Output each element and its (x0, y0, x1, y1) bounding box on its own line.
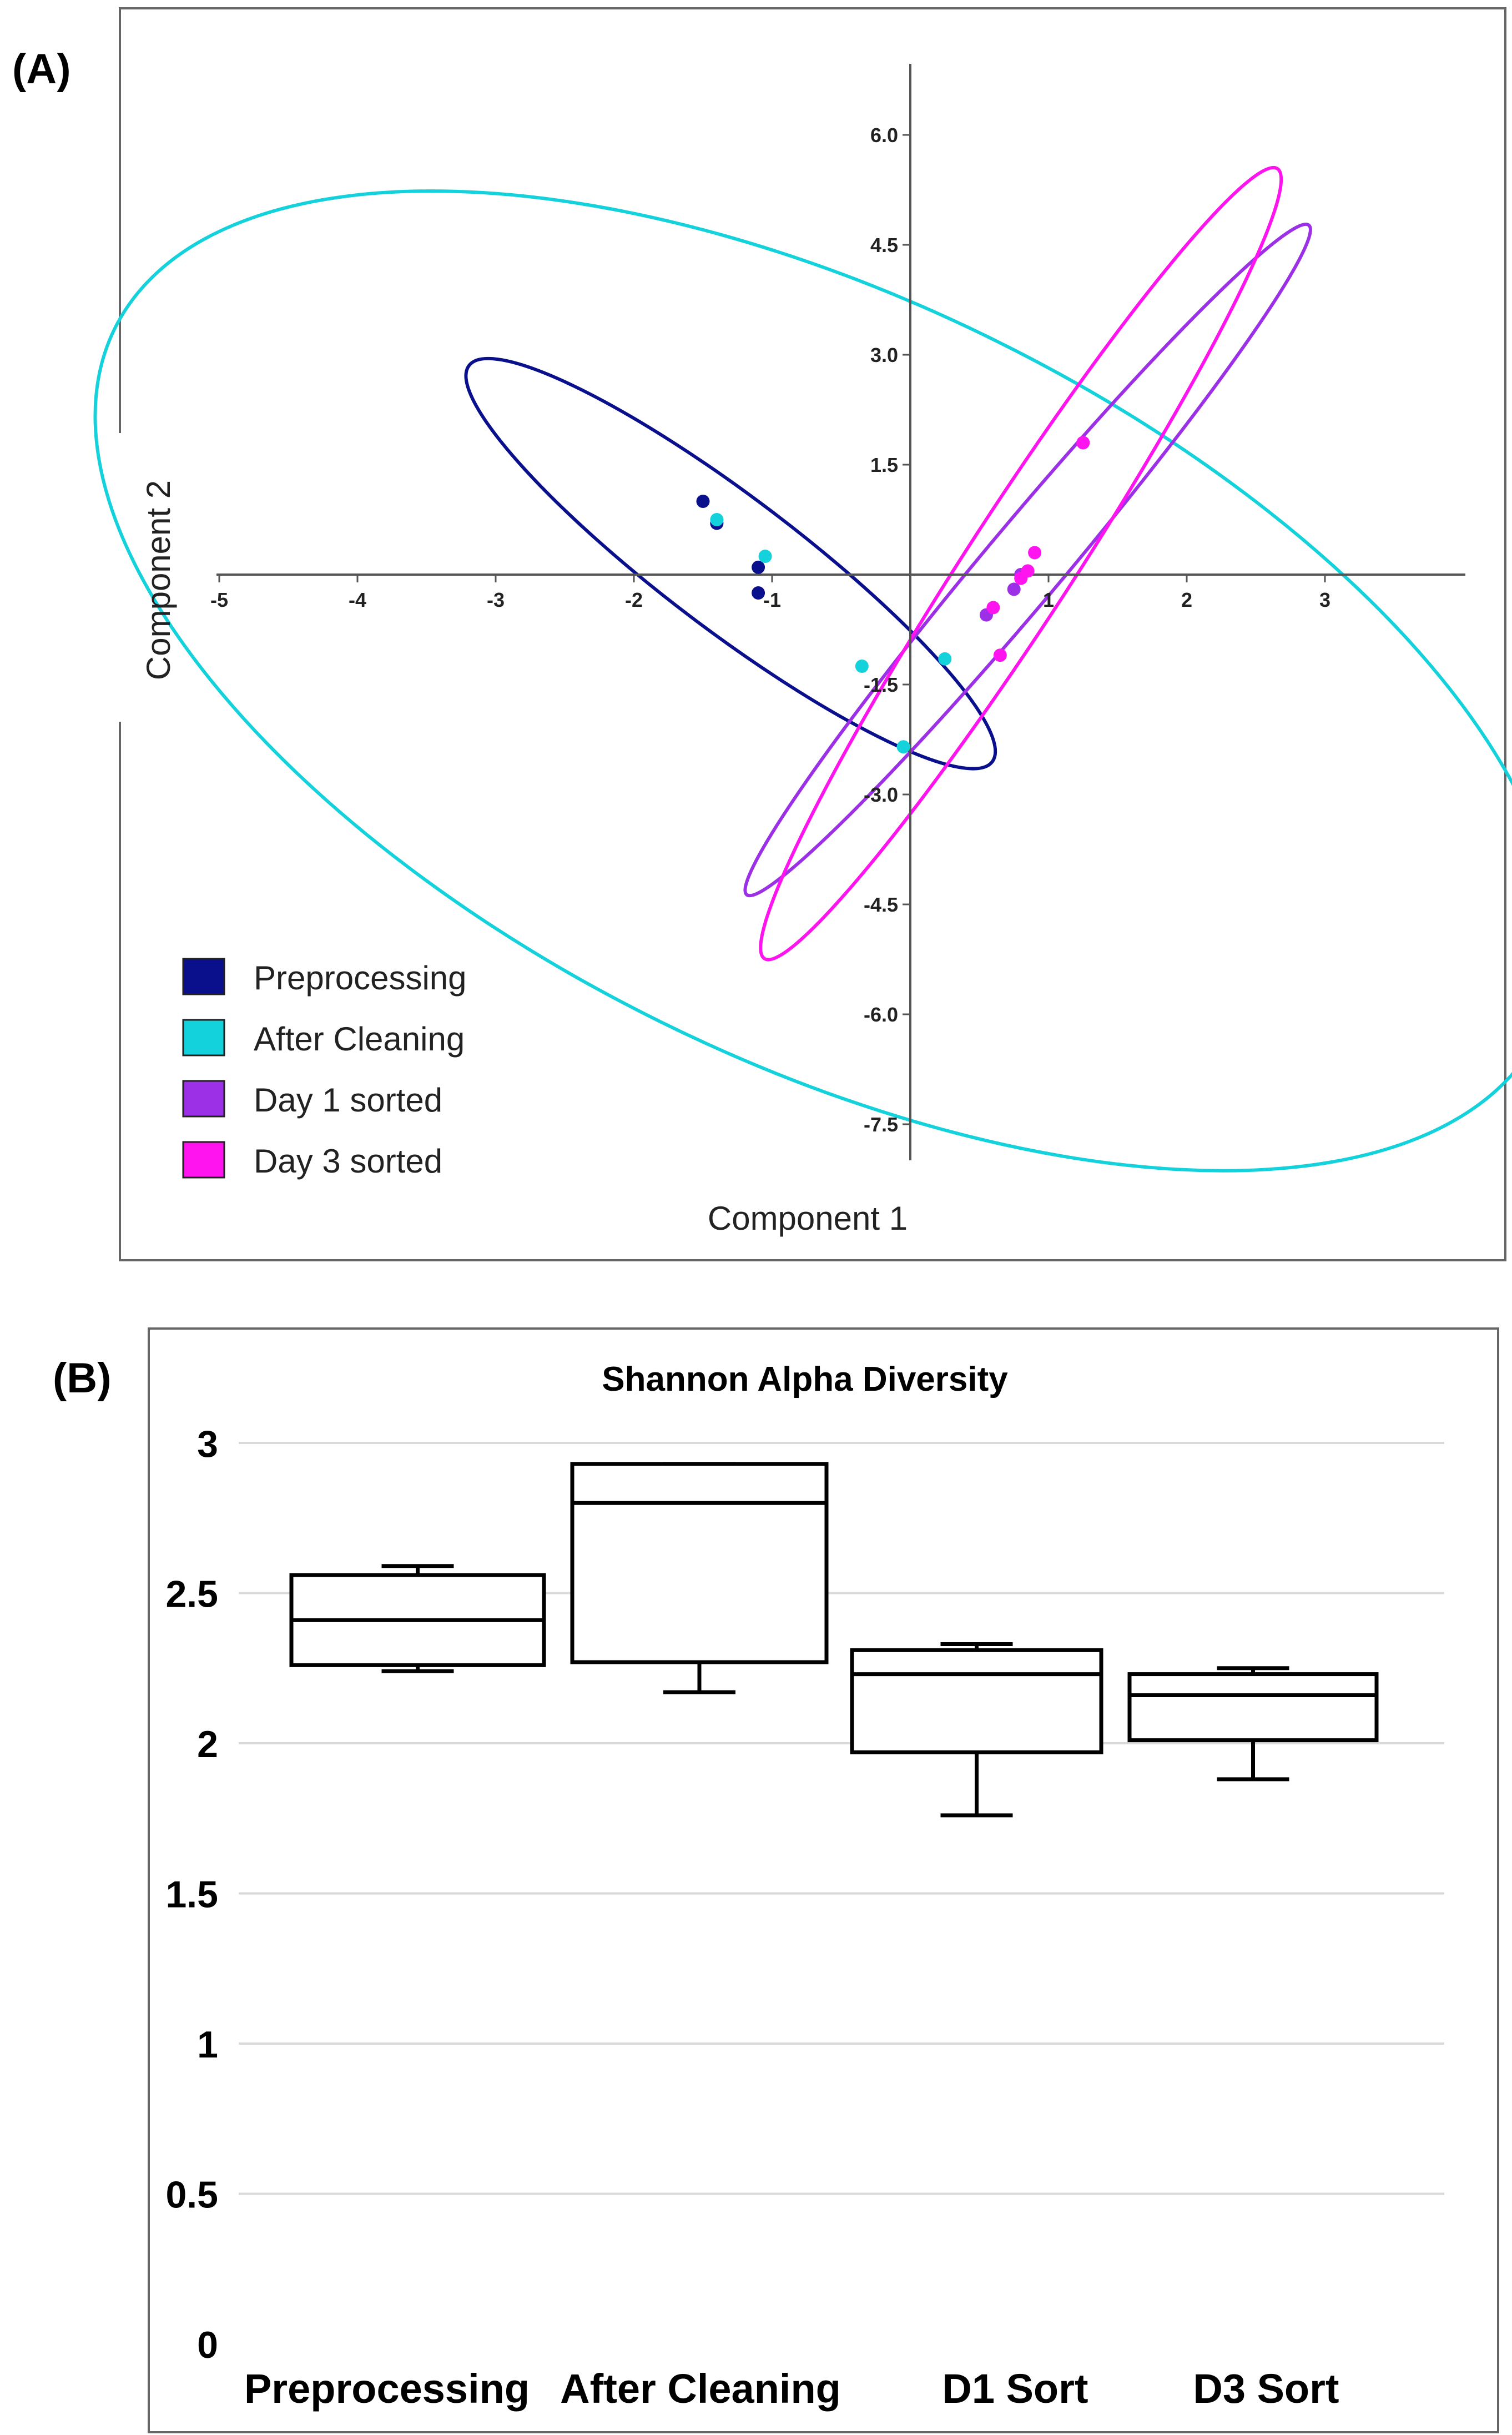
point-day-3-sorted-4 (1021, 564, 1035, 578)
point-after-cleaning-3 (855, 660, 869, 673)
box-y-tick-1: 1 (197, 2024, 218, 2066)
box-body-after-cleaning (570, 1462, 829, 1664)
panel-a-frame (119, 7, 1506, 1261)
box-y-tick-0: 0 (197, 2324, 218, 2366)
point-preprocessing-1 (696, 495, 710, 508)
ellipse-preprocessing (464, 356, 997, 771)
legend-label-day-1-sorted: Day 1 sorted (254, 1081, 442, 1119)
box-x-tick-preprocessing: Preprocessing (244, 2366, 530, 2412)
legend-label-preprocessing: Preprocessing (254, 959, 467, 997)
box-gridlines (239, 1442, 1444, 2195)
box-preprocessing (289, 1564, 546, 1673)
y-tick-label-4-5: -4.5 (864, 893, 898, 916)
y-tick-label-1-5: -1.5 (864, 673, 898, 696)
x-tick-label-1: 1 (1043, 588, 1054, 611)
box-d3-sort (1127, 1666, 1379, 1782)
legend-item-after-cleaning: After Cleaning (182, 1019, 465, 1058)
x-tick-label-3: 3 (1319, 588, 1330, 611)
point-preprocessing-4 (752, 586, 765, 600)
point-after-cleaning-5 (938, 652, 952, 666)
box-after-cleaning (570, 1462, 829, 1694)
box-x-tick-d1-sort: D1 Sort (942, 2366, 1088, 2412)
point-after-cleaning-1 (710, 513, 724, 526)
x-tick-label-3: -3 (487, 588, 505, 611)
panel-b: (B) Shannon Alpha Diversity 0 0.5 1 1.5 2 2.5… (53, 1327, 1499, 2433)
panel-b-frame (148, 1327, 1499, 2433)
legend-swatch-after-cleaning (182, 1019, 225, 1056)
panel-a: (A) -5 -4 -3 -2 -1 1 2 3 6.0 4.5 3.0 1.5 -1.5 -3.0 -4… (12, 7, 1512, 1261)
point-day-3-sorted-1 (986, 601, 1000, 615)
legend-swatch-day-3-sorted (182, 1141, 225, 1179)
box-y-tick-1-5: 1.5 (165, 1874, 218, 1916)
point-day-3-sorted-6 (1076, 436, 1090, 450)
x-tick-label-2: 2 (1181, 588, 1192, 611)
ellipse-after-cleaning (93, 189, 1512, 1173)
y-tick-label-7-5: -7.5 (864, 1113, 898, 1136)
scatter-points (696, 436, 1090, 754)
panel-a-ylabel-mask (111, 433, 133, 722)
y-tick-label-4-5: 4.5 (870, 234, 898, 256)
legend-label-day-3-sorted: Day 3 sorted (254, 1143, 442, 1180)
ellipse-day-1-sorted (743, 222, 1312, 898)
y-tick-label-1-5: 1.5 (870, 454, 898, 476)
box-y-tick-3: 3 (197, 1423, 218, 1465)
scatter-y-ticks: 6.0 4.5 3.0 1.5 -1.5 -3.0 -4.5 -6.0 -7.5 (864, 124, 910, 1136)
scatter-y-axis-label: Component 2 (140, 480, 177, 680)
legend-item-day-1-sorted: Day 1 sorted (182, 1080, 442, 1119)
x-tick-label-2: -2 (625, 588, 643, 611)
point-after-cleaning-2 (758, 550, 772, 563)
point-day-3-sorted-2 (993, 648, 1007, 662)
box-x-tick-after-cleaning: After Cleaning (560, 2366, 841, 2412)
x-tick-label-5: -5 (210, 588, 228, 611)
panel-b-label: (B) (53, 1355, 112, 1402)
scatter-ellipses (93, 165, 1512, 1173)
x-tick-label-4: -4 (349, 588, 366, 611)
box-x-ticks: Preprocessing After Cleaning D1 Sort D3 … (244, 2366, 1339, 2412)
panel-a-label: (A) (12, 46, 71, 93)
scatter-x-axis-label: Component 1 (708, 1200, 908, 1237)
box-y-tick-0-5: 0.5 (165, 2174, 218, 2216)
point-day-1-sorted-2 (1007, 582, 1021, 596)
box-y-tick-2: 2 (197, 1723, 218, 1765)
scatter-axes (216, 64, 1465, 1160)
box-y-tick-2-5: 2.5 (165, 1573, 218, 1616)
y-tick-label-6-0: -6.0 (864, 1003, 898, 1026)
box-y-ticks: 0 0.5 1 1.5 2 2.5 3 (165, 1423, 218, 2366)
box-body-d1-sort (850, 1648, 1103, 1754)
legend-swatch-preprocessing (182, 958, 225, 995)
ellipse-day-3-sorted (759, 165, 1283, 962)
y-tick-label-6-0: 6.0 (870, 124, 898, 147)
box-d1-sort (850, 1642, 1103, 1818)
box-chart-title: Shannon Alpha Diversity (602, 1360, 1008, 1398)
y-tick-label-3-0: 3.0 (870, 344, 898, 366)
legend-swatch-day-1-sorted (182, 1080, 225, 1118)
legend-item-preprocessing: Preprocessing (182, 958, 467, 997)
scatter-x-ticks: -5 -4 -3 -2 -1 1 2 3 (210, 575, 1330, 611)
scatter-legend: Preprocessing After Cleaning Day 1 sorte… (182, 958, 467, 1180)
point-after-cleaning-4 (896, 740, 910, 754)
point-day-3-sorted-5 (1028, 546, 1042, 560)
legend-item-day-3-sorted: Day 3 sorted (182, 1141, 442, 1180)
box-x-tick-d3-sort: D3 Sort (1193, 2366, 1339, 2412)
box-plots (289, 1462, 1379, 1818)
legend-label-after-cleaning: After Cleaning (254, 1020, 465, 1058)
box-body-d3-sort (1127, 1672, 1379, 1743)
x-tick-label-1: -1 (763, 588, 781, 611)
point-preprocessing-3 (752, 560, 765, 574)
y-tick-label-3-0: -3.0 (864, 783, 898, 806)
